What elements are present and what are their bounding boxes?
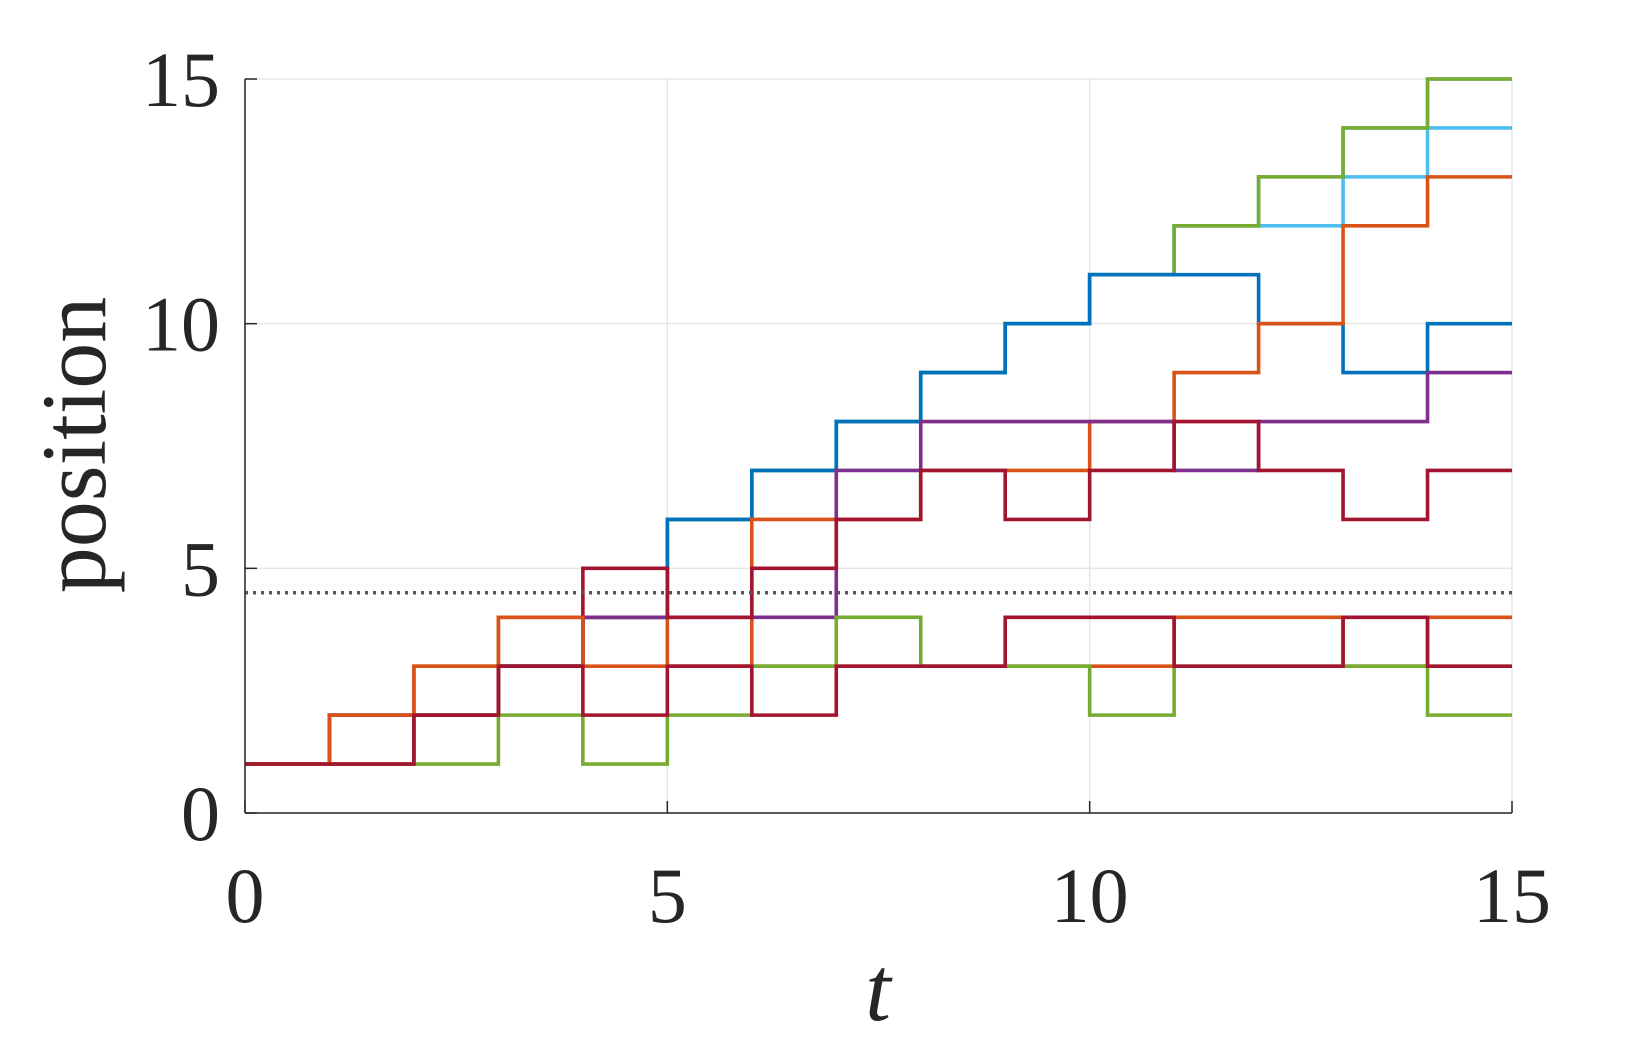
x-axis-label: t <box>865 938 893 1040</box>
y-tick-label: 0 <box>181 770 220 857</box>
series-line-2 <box>245 126 1512 766</box>
y-tick-label: 10 <box>142 281 220 368</box>
y-axis-label: position <box>23 297 125 593</box>
x-tick-label: 10 <box>1051 852 1129 939</box>
x-tick-label: 15 <box>1473 852 1551 939</box>
x-tick-label: 5 <box>648 852 687 939</box>
y-tick-label: 5 <box>181 525 220 612</box>
series-line-9 <box>245 615 1512 766</box>
series-line-8 <box>245 615 1512 766</box>
series-line-10 <box>245 615 1512 766</box>
grid <box>244 78 1513 814</box>
axes <box>244 78 1513 814</box>
y-tick-label: 15 <box>142 36 220 123</box>
x-tick-label: 0 <box>226 852 265 939</box>
tick-labels: 0 5 10 15 0 5 10 15 <box>142 36 1551 939</box>
series-group <box>245 77 1512 766</box>
